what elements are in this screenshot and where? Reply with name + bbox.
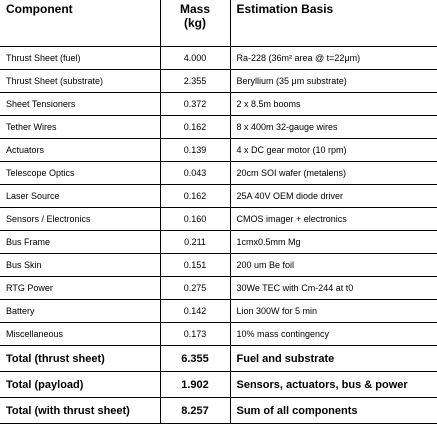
table-row: Sheet Tensioners 0.372 2 x 8.5m booms bbox=[0, 92, 437, 116]
table-row: Miscellaneous 0.173 10% mass contingency bbox=[0, 322, 437, 346]
basis-cell: Sum of all components bbox=[229, 397, 437, 424]
mass-cell: 0.151 bbox=[159, 253, 231, 277]
component-cell: Total (thrust sheet) bbox=[0, 345, 161, 372]
component-cell: Bus Skin bbox=[0, 253, 161, 277]
basis-cell: Lion 300W for 5 min bbox=[229, 299, 437, 323]
component-cell: Laser Source bbox=[0, 184, 161, 208]
mass-cell: 6.355 bbox=[159, 345, 231, 372]
basis-cell: 25A 40V OEM diode driver bbox=[229, 184, 437, 208]
header-text: Mass bbox=[179, 2, 211, 16]
table-row: Bus Frame 0.211 1cmx0.5mm Mg bbox=[0, 230, 437, 254]
basis-cell: Beryllium (35 μm substrate) bbox=[229, 69, 437, 93]
mass-cell: 0.173 bbox=[159, 322, 231, 346]
component-cell: Thrust Sheet (fuel) bbox=[0, 46, 161, 70]
table-row: Actuators 0.139 4 x DC gear motor (10 rpm) bbox=[0, 138, 437, 162]
basis-cell: 4 x DC gear motor (10 rpm) bbox=[229, 138, 437, 162]
component-cell: Total (payload) bbox=[0, 371, 161, 398]
table-row: RTG Power 0.275 30We TEC with Cm-244 at t0 bbox=[0, 276, 437, 300]
basis-cell: 10% mass contingency bbox=[229, 322, 437, 346]
table-row: Sensors / Electronics 0.160 CMOS imager + … bbox=[0, 207, 437, 231]
mass-cell: 8.257 bbox=[159, 397, 231, 424]
basis-cell: 1cmx0.5mm Mg bbox=[229, 230, 437, 254]
header-cell: Component bbox=[0, 0, 161, 47]
component-cell: Telescope Optics bbox=[0, 161, 161, 185]
table-row: Laser Source 0.162 25A 40V OEM diode drive… bbox=[0, 184, 437, 208]
header-text: (kg) bbox=[184, 16, 206, 30]
mass-cell: 0.372 bbox=[159, 92, 231, 116]
basis-cell: CMOS imager + electronics bbox=[229, 207, 437, 231]
component-cell: Battery bbox=[0, 299, 161, 323]
component-cell: RTG Power bbox=[0, 276, 161, 300]
component-cell: Total (with thrust sheet) bbox=[0, 397, 161, 424]
table-row: Telescope Optics 0.043 20cm SOI wafer (met… bbox=[0, 161, 437, 185]
basis-cell: 8 x 400m 32-gauge wires bbox=[229, 115, 437, 139]
basis-cell: 20cm SOI wafer (metalens) bbox=[229, 161, 437, 185]
mass-cell: 1.902 bbox=[159, 371, 231, 398]
component-cell: Tether Wires bbox=[0, 115, 161, 139]
basis-cell: Sensors, actuators, bus & power bbox=[229, 371, 437, 398]
mass-cell: 0.142 bbox=[159, 299, 231, 323]
mass-cell: 0.162 bbox=[159, 184, 231, 208]
table-row: Bus Skin 0.151 200 um Be foil bbox=[0, 253, 437, 277]
table-row: Thrust Sheet (substrate) 2.355 Beryllium (… bbox=[0, 69, 437, 93]
component-cell: Miscellaneous bbox=[0, 322, 161, 346]
table-row: Battery 0.142 Lion 300W for 5 min bbox=[0, 299, 437, 323]
component-cell: Thrust Sheet (substrate) bbox=[0, 69, 161, 93]
table-row: Tether Wires 0.162 8 x 400m 32-gauge wires bbox=[0, 115, 437, 139]
basis-cell: 200 um Be foil bbox=[229, 253, 437, 277]
mass-cell: 2.355 bbox=[159, 69, 231, 93]
basis-cell: Fuel and substrate bbox=[229, 345, 437, 372]
mass-cell: 0.275 bbox=[159, 276, 231, 300]
mass-cell: 0.139 bbox=[159, 138, 231, 162]
header-cell: Mass (kg) bbox=[159, 0, 231, 47]
total-row: Total (payload) 1.902 Sensors, actuators, … bbox=[0, 371, 437, 398]
basis-cell: 30We TEC with Cm-244 at t0 bbox=[229, 276, 437, 300]
total-row: Total (thrust sheet) 6.355 Fuel and substr… bbox=[0, 345, 437, 372]
basis-cell: 2 x 8.5m booms bbox=[229, 92, 437, 116]
component-cell: Actuators bbox=[0, 138, 161, 162]
component-cell: Sensors / Electronics bbox=[0, 207, 161, 231]
mass-cell: 0.211 bbox=[159, 230, 231, 254]
basis-cell: Ra-228 (36m² area @ t=22μm) bbox=[229, 46, 437, 70]
mass-cell: 0.043 bbox=[159, 161, 231, 185]
component-cell: Bus Frame bbox=[0, 230, 161, 254]
total-row: Total (with thrust sheet) 8.257 Sum of all… bbox=[0, 397, 437, 424]
table-row: Thrust Sheet (fuel) 4.000 Ra-228 (36m² are… bbox=[0, 46, 437, 70]
header-row: Component Mass (kg) Estimation Basis bbox=[0, 0, 437, 47]
component-cell: Sheet Tensioners bbox=[0, 92, 161, 116]
mass-cell: 0.162 bbox=[159, 115, 231, 139]
mass-cell: 0.160 bbox=[159, 207, 231, 231]
header-cell: Estimation Basis bbox=[229, 0, 437, 47]
mass-cell: 4.000 bbox=[159, 46, 231, 70]
